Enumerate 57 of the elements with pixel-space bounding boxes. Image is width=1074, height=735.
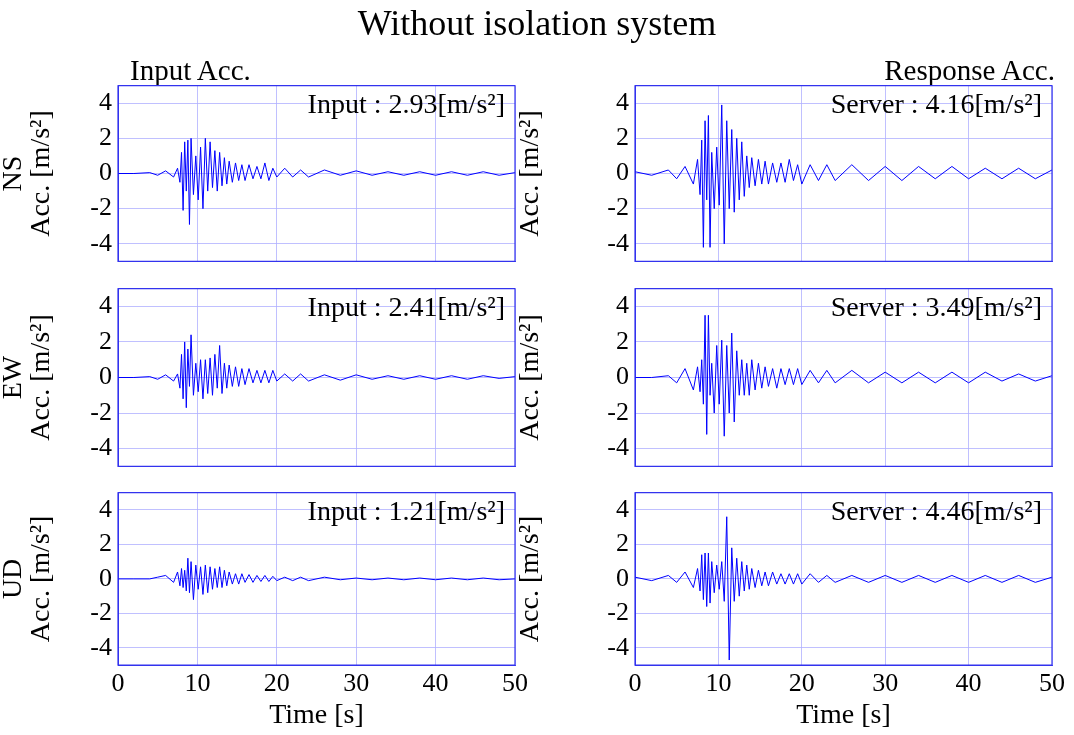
- y-axis-title: EW Acc. [m/s²]: [0, 314, 56, 441]
- annotation: Server : 4.46[m/s²]: [830, 494, 1042, 526]
- x-tick-label: 20: [788, 667, 815, 697]
- x-tick-label: 40: [955, 667, 982, 697]
- x-axis-title: Time [s]: [796, 697, 891, 729]
- y-tick-label: -4: [607, 227, 629, 257]
- y-tick-label: 0: [616, 361, 629, 391]
- y-tick-label: 4: [616, 493, 629, 523]
- chart-subtitle: Input Acc.: [130, 54, 251, 87]
- annotation: Input : 2.93[m/s²]: [307, 87, 505, 119]
- y-tick-label: 2: [616, 122, 629, 152]
- y-tick-label: 2: [616, 325, 629, 355]
- y-tick-label: -2: [90, 597, 112, 627]
- y-tick-label: -4: [607, 432, 629, 462]
- chart-subtitle: Response Acc.: [884, 54, 1055, 87]
- y-tick-label: -4: [90, 432, 112, 462]
- y-tick-label: 0: [616, 157, 629, 187]
- x-tick-label: 40: [422, 667, 449, 697]
- y-tick-label: 0: [99, 562, 112, 592]
- x-axis-title: Time [s]: [269, 697, 364, 729]
- y-tick-label: -2: [90, 396, 112, 426]
- y-tick-label: 2: [99, 528, 112, 558]
- y-tick-label: -2: [90, 192, 112, 222]
- y-tick-label: 4: [616, 87, 629, 117]
- x-tick-label: 50: [502, 667, 528, 697]
- y-axis-title: NS Acc. [m/s²]: [0, 110, 56, 237]
- y-tick-label: 4: [99, 87, 112, 117]
- y-axis-title: UD Acc. [m/s²]: [0, 515, 56, 643]
- y-axis-title: Acc. [m/s²]: [513, 515, 545, 643]
- x-tick-label: 10: [184, 667, 211, 697]
- annotation: Server : 3.49[m/s²]: [830, 290, 1042, 322]
- y-tick-label: 0: [616, 562, 629, 592]
- x-tick-label: 50: [1039, 667, 1065, 697]
- chart-title: Without isolation system: [356, 2, 718, 44]
- x-tick-label: 10: [705, 667, 732, 697]
- y-tick-label: -4: [90, 631, 112, 661]
- annotation: Input : 2.41[m/s²]: [307, 290, 505, 322]
- x-tick-label: 30: [872, 667, 899, 697]
- y-tick-label: 2: [99, 325, 112, 355]
- y-axis-title: Acc. [m/s²]: [513, 110, 545, 237]
- y-tick-label: 2: [99, 122, 112, 152]
- annotation: Input : 1.21[m/s²]: [307, 494, 505, 526]
- y-tick-label: 0: [99, 157, 112, 187]
- y-tick-label: 4: [99, 493, 112, 523]
- y-tick-label: 2: [616, 528, 629, 558]
- annotation: Server : 4.16[m/s²]: [830, 87, 1042, 119]
- y-tick-label: 4: [99, 290, 112, 320]
- y-tick-label: -2: [607, 192, 629, 222]
- y-tick-label: -2: [607, 597, 629, 627]
- y-tick-label: -4: [607, 631, 629, 661]
- x-tick-label: 30: [343, 667, 370, 697]
- y-tick-label: 4: [616, 290, 629, 320]
- y-tick-label: -2: [607, 396, 629, 426]
- y-tick-label: -4: [90, 227, 112, 257]
- x-tick-label: 20: [263, 667, 290, 697]
- y-tick-label: 0: [99, 361, 112, 391]
- y-axis-title: Acc. [m/s²]: [513, 314, 545, 441]
